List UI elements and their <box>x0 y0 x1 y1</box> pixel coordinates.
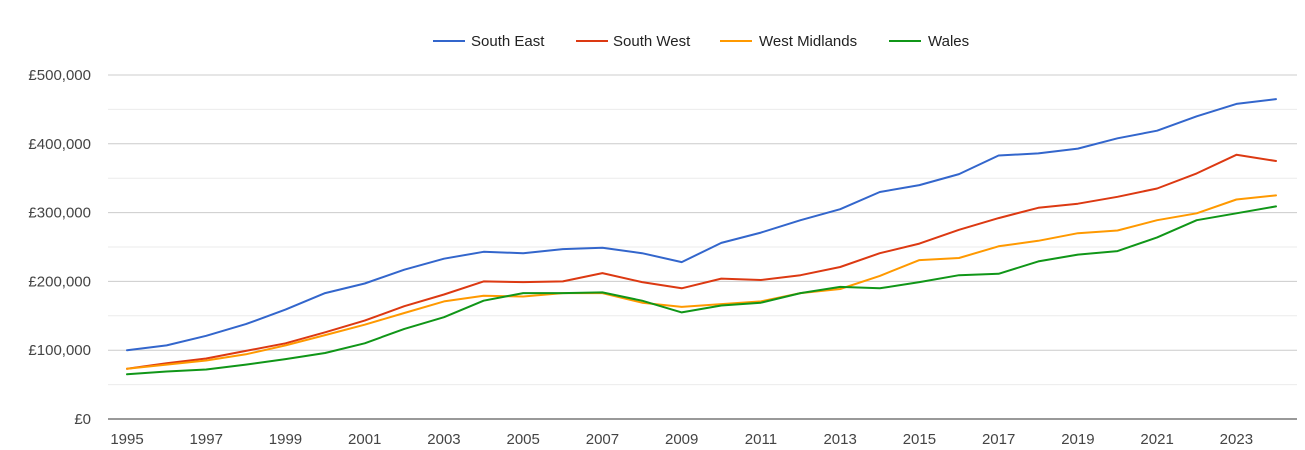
x-tick-label: 2007 <box>586 431 619 448</box>
legend-item-wales[interactable]: Wales <box>889 33 969 50</box>
y-tick-label: £300,000 <box>28 205 91 222</box>
series-line-south-east <box>126 98 1277 352</box>
x-tick-label: 2011 <box>745 431 777 448</box>
x-tick-label: 1997 <box>190 431 223 448</box>
chart-legend: South East South West West Midlands Wales <box>433 33 969 50</box>
y-tick-label: £500,000 <box>28 67 91 84</box>
legend-label: West Midlands <box>759 33 857 50</box>
x-axis: 1995 1997 1999 2001 2003 2005 2007 2009 2011 2013… <box>108 418 1297 448</box>
x-tick-label: 2017 <box>982 431 1015 448</box>
legend-label: Wales <box>928 33 969 50</box>
legend-item-south-west[interactable]: South West <box>576 33 691 50</box>
series-line-south-west <box>126 153 1277 370</box>
x-tick-label: 2021 <box>1140 431 1173 448</box>
x-tick-label: 2015 <box>903 431 936 448</box>
series-line-wales <box>126 205 1277 376</box>
x-tick-label: 2013 <box>823 431 856 448</box>
x-tick-label: 2009 <box>665 431 698 448</box>
legend-item-west-midlands[interactable]: West Midlands <box>720 33 857 50</box>
y-tick-label: £0 <box>74 411 91 428</box>
x-tick-label: 2023 <box>1220 431 1253 448</box>
x-tick-label: 2001 <box>348 431 381 448</box>
x-tick-label: 2019 <box>1061 431 1094 448</box>
y-axis: £0 £100,000 £200,000 £300,000 £400,000 £500,0… <box>28 67 91 428</box>
x-tick-label: 2005 <box>507 431 540 448</box>
x-tick-label: 2003 <box>427 431 460 448</box>
legend-item-south-east[interactable]: South East <box>433 33 545 50</box>
chart-series-lines <box>126 98 1277 376</box>
legend-label: South West <box>613 33 691 50</box>
x-tick-label: 1999 <box>269 431 302 448</box>
y-tick-label: £100,000 <box>28 342 91 359</box>
y-tick-label: £400,000 <box>28 136 91 153</box>
chart-gridlines <box>108 74 1297 386</box>
x-tick-label: 1995 <box>110 431 143 448</box>
legend-label: South East <box>471 33 545 50</box>
series-line-west-midlands <box>126 194 1277 370</box>
y-tick-label: £200,000 <box>28 273 91 290</box>
